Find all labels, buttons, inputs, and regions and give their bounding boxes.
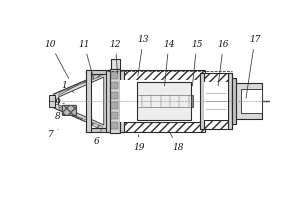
Bar <box>204 82 228 120</box>
Bar <box>241 89 262 113</box>
Bar <box>111 82 118 89</box>
Bar <box>62 105 76 115</box>
Bar <box>200 73 232 82</box>
Text: 15: 15 <box>191 40 202 86</box>
Bar <box>120 80 205 122</box>
Text: 17: 17 <box>246 35 261 98</box>
Bar <box>111 102 118 109</box>
Text: 7: 7 <box>47 129 58 139</box>
Bar <box>232 83 262 119</box>
Polygon shape <box>58 71 103 96</box>
Polygon shape <box>58 77 104 125</box>
Polygon shape <box>54 71 107 131</box>
Bar <box>200 73 204 129</box>
Text: 12: 12 <box>110 40 121 74</box>
Bar <box>137 82 191 120</box>
Text: 1: 1 <box>61 81 74 92</box>
Text: 6: 6 <box>94 129 101 146</box>
Bar <box>191 95 193 107</box>
Text: 10: 10 <box>44 40 69 79</box>
Bar <box>111 112 118 119</box>
Bar <box>86 128 111 132</box>
Bar <box>86 70 91 132</box>
Bar <box>62 105 76 115</box>
Bar <box>111 92 118 99</box>
Text: 18: 18 <box>170 133 184 152</box>
Text: 8: 8 <box>54 112 64 121</box>
Bar <box>120 70 124 132</box>
Text: 14: 14 <box>163 40 175 86</box>
Bar <box>106 70 110 132</box>
Bar <box>49 95 55 107</box>
Bar <box>120 122 205 132</box>
Bar <box>86 70 111 74</box>
Text: 9: 9 <box>54 98 64 107</box>
Text: 19: 19 <box>133 135 144 152</box>
Bar <box>232 78 236 124</box>
Bar <box>110 69 120 133</box>
Polygon shape <box>58 106 103 131</box>
Bar <box>120 70 205 80</box>
Text: 13: 13 <box>137 35 149 76</box>
Bar <box>111 59 120 69</box>
Bar <box>200 120 232 129</box>
Bar <box>111 72 118 79</box>
Bar <box>111 122 118 129</box>
Bar <box>228 73 232 129</box>
Text: 16: 16 <box>218 40 229 86</box>
Text: 11: 11 <box>78 40 94 79</box>
